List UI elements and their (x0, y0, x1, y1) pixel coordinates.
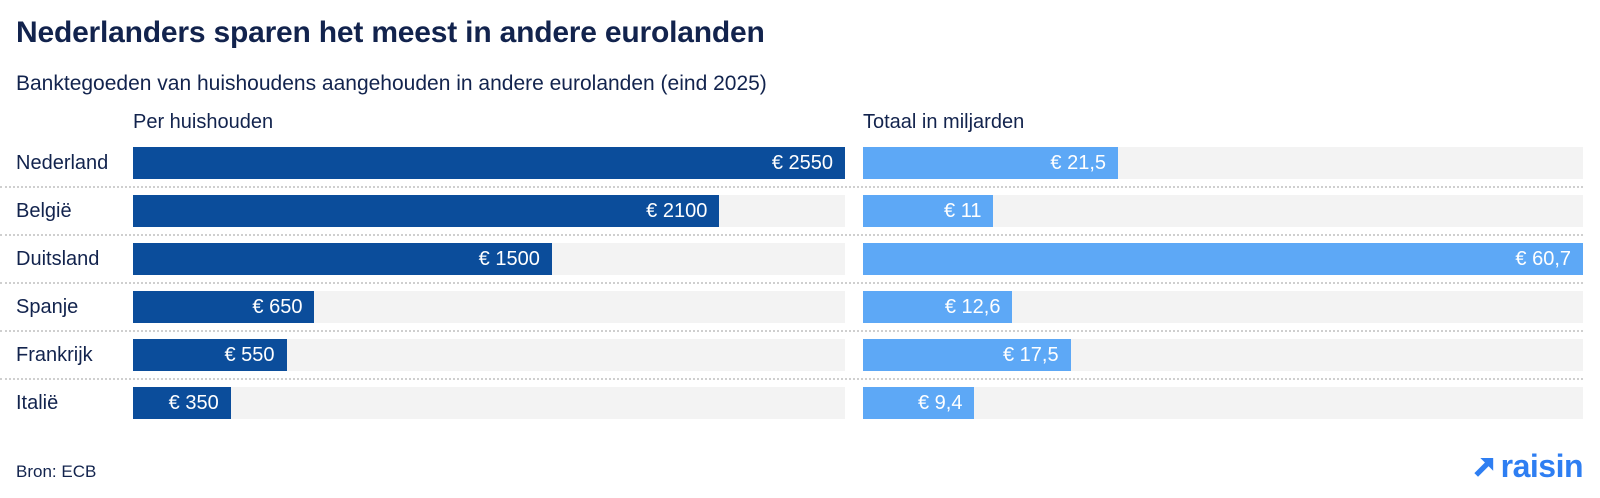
bar-value-label: € 2550 (771, 151, 833, 174)
column-header-totaal-in-miljarden: Totaal in miljarden (863, 111, 1025, 133)
bar-track-totaal: € 17,5 (863, 339, 1583, 371)
country-label: België (16, 200, 72, 222)
page-subtitle: Banktegoeden van huishoudens aangehouden… (16, 72, 767, 95)
bar-totaal: € 60,7 (863, 243, 1583, 275)
bar-row-belgie: België € 2100 € 11 (0, 186, 1583, 234)
country-label: Nederland (16, 152, 109, 174)
figure-footer: Bron: ECB raisin (0, 450, 1600, 482)
source-note: Bron: ECB (16, 462, 97, 481)
bar-totaal: € 9,4 (863, 387, 975, 419)
bar-rows: Nederland € 2550 € 21,5 België € 2100 (0, 140, 1583, 426)
bar-value-label: € 9,4 (918, 391, 963, 414)
column-gap (845, 111, 863, 134)
bar-track-per-huishouden: € 1500 (133, 243, 845, 275)
bar-per-huishouden: € 2100 (133, 195, 720, 227)
arrow-up-right-icon (1470, 453, 1497, 480)
bar-per-huishouden: € 650 (133, 291, 315, 323)
bar-row-italie: Italië € 350 € 9,4 (0, 378, 1583, 426)
bar-value-label: € 2100 (646, 199, 708, 222)
bar-value-label: € 650 (252, 295, 303, 318)
country-label: Spanje (16, 296, 79, 318)
country-label: Italië (16, 392, 59, 414)
bar-value-label: € 1500 (478, 247, 540, 270)
bar-track-totaal: € 11 (863, 195, 1583, 227)
bar-per-huishouden: € 550 (133, 339, 287, 371)
bar-value-label: € 350 (168, 391, 219, 414)
bar-track-per-huishouden: € 2100 (133, 195, 845, 227)
bar-value-label: € 11 (944, 199, 982, 222)
bar-totaal: € 11 (863, 195, 994, 227)
column-header-per-huishouden: Per huishouden (133, 111, 274, 133)
bar-track-totaal: € 12,6 (863, 291, 1583, 323)
bar-track-per-huishouden: € 350 (133, 387, 845, 419)
country-label: Duitsland (16, 248, 100, 270)
label-column-spacer (0, 111, 133, 134)
bar-per-huishouden: € 2550 (133, 147, 845, 179)
bar-row-frankrijk: Frankrijk € 550 € 17,5 (0, 330, 1583, 378)
bar-value-label: € 550 (224, 343, 275, 366)
bar-track-totaal: € 9,4 (863, 387, 1583, 419)
bar-value-label: € 17,5 (1002, 343, 1059, 366)
bar-row-nederland: Nederland € 2550 € 21,5 (0, 140, 1583, 186)
bar-row-spanje: Spanje € 650 € 12,6 (0, 282, 1583, 330)
raisin-logo: raisin (1470, 448, 1584, 484)
bar-per-huishouden: € 1500 (133, 243, 552, 275)
bar-track-per-huishouden: € 550 (133, 339, 845, 371)
bar-value-label: € 12,6 (944, 295, 1001, 318)
bar-track-per-huishouden: € 2550 (133, 147, 845, 179)
bar-totaal: € 21,5 (863, 147, 1119, 179)
country-label: Frankrijk (16, 344, 93, 366)
bar-track-per-huishouden: € 650 (133, 291, 845, 323)
bar-track-totaal: € 60,7 (863, 243, 1583, 275)
raisin-logo-text: raisin (1500, 448, 1584, 484)
bar-totaal: € 17,5 (863, 339, 1071, 371)
bar-per-huishouden: € 350 (133, 387, 231, 419)
column-headers: Per huishouden Totaal in miljarden (0, 111, 1583, 134)
bar-value-label: € 60,7 (1515, 247, 1571, 270)
bar-track-totaal: € 21,5 (863, 147, 1583, 179)
bar-totaal: € 12,6 (863, 291, 1013, 323)
bar-row-duitsland: Duitsland € 1500 € 60,7 (0, 234, 1583, 282)
bar-value-label: € 21,5 (1050, 151, 1107, 174)
page-title: Nederlanders sparen het meest in andere … (16, 16, 765, 49)
